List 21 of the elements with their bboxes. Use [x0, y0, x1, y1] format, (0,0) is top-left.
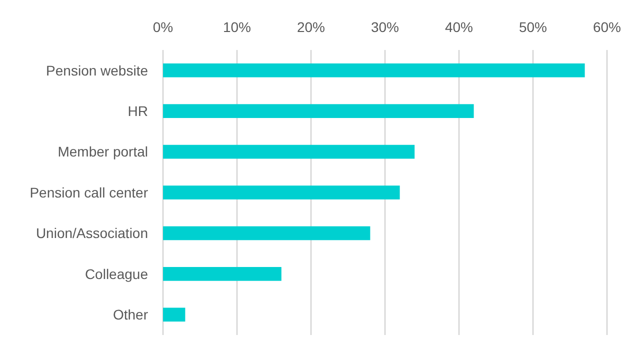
y-tick-label: Pension call center [30, 184, 148, 200]
x-tick-label: 50% [518, 19, 548, 35]
x-tick-label: 0% [152, 19, 174, 35]
bar [163, 104, 474, 118]
x-tick-label: 10% [222, 19, 252, 35]
bar [163, 226, 370, 240]
x-tick-label: 40% [444, 19, 474, 35]
y-tick-label: Pension website [46, 62, 148, 78]
y-tick-label: Member portal [58, 144, 148, 160]
bar [163, 63, 585, 78]
x-tick-label: 30% [370, 19, 400, 35]
y-tick-label: Other [112, 306, 148, 323]
x-tick-label: 60% [592, 19, 622, 35]
bar [163, 144, 415, 159]
x-tick-label: 20% [296, 19, 326, 35]
bar [163, 267, 282, 281]
y-tick-label: Colleague [84, 266, 148, 282]
y-tick-label: Union/Association [36, 225, 148, 242]
bar [163, 308, 186, 322]
y-tick-label: HR [128, 102, 148, 119]
bar [163, 186, 400, 200]
